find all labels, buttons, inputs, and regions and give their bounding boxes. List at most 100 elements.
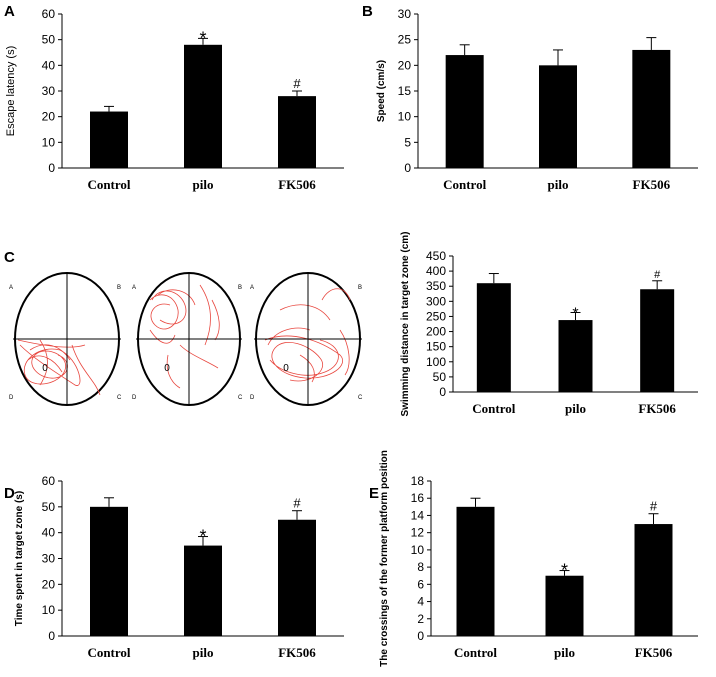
y-tick-label: 30	[42, 552, 56, 566]
quadrant-label-c: C	[238, 395, 243, 401]
y-tick-label: 10	[42, 135, 56, 149]
quadrant-label-a: A	[250, 285, 254, 291]
chart-speed: 0 5 10 15 20 25 30 Control pilo FK506 Speed (cm/s)	[376, 7, 698, 192]
category-label: FK506	[278, 645, 316, 660]
bar-pilo	[545, 575, 584, 636]
panel-letter-e: E	[369, 485, 379, 502]
quadrant-label-c: C	[358, 395, 363, 401]
bar-pilo	[558, 320, 593, 392]
chart-escape-latency: 0 10 20 30 40 50 60 Control * pilo # FK506 Escape la…	[5, 7, 344, 192]
y-tick-label: 12	[411, 526, 425, 540]
y-tick-label: 6	[417, 577, 424, 591]
y-tick-label: 0	[48, 629, 55, 643]
bar-control	[90, 506, 128, 636]
y-tick-label: 400	[426, 264, 446, 278]
bar-fk506	[634, 524, 673, 636]
significance-star: *	[199, 28, 206, 48]
category-label: Control	[87, 645, 130, 660]
y-tick-label: 0	[417, 629, 424, 643]
bar-control	[90, 111, 128, 168]
former-platform-marker: 0	[164, 363, 170, 374]
bar-pilo	[184, 545, 222, 636]
category-label: FK506	[633, 177, 671, 192]
y-tick-label: 0	[439, 385, 446, 399]
y-tick-label: 50	[433, 370, 447, 384]
chart-platform-crossings: 0 2 4 6 8 10 12 14 16 18 Control * pilo # FK506 The cro…	[379, 450, 698, 667]
bar-pilo	[184, 44, 222, 168]
y-tick-label: 150	[426, 340, 446, 354]
category-label: FK506	[638, 401, 676, 416]
category-label: pilo	[193, 645, 214, 660]
y-tick-label: 50	[42, 33, 56, 47]
maze-3: A B C D 0	[250, 272, 363, 406]
y-tick-label: 20	[398, 58, 412, 72]
y-tick-label: 60	[42, 7, 56, 21]
water-maze-tracks: A B C D 0 A B C D 0 A B C D 0	[9, 272, 363, 406]
y-tick-label: 14	[411, 508, 425, 522]
quadrant-label-a: A	[132, 285, 136, 291]
category-label: pilo	[554, 645, 575, 660]
y-tick-label: 40	[42, 526, 56, 540]
y-tick-label: 4	[417, 595, 424, 609]
bar-fk506	[640, 289, 675, 392]
significance-hash: #	[293, 496, 301, 511]
y-tick-label: 20	[42, 577, 56, 591]
category-label: pilo	[565, 401, 586, 416]
category-label: FK506	[278, 177, 316, 192]
y-tick-label: 60	[42, 474, 56, 488]
category-label: Control	[443, 177, 486, 192]
bar-fk506	[632, 49, 671, 168]
y-tick-label: 5	[404, 135, 411, 149]
bar-control	[445, 55, 484, 168]
significance-hash: #	[650, 499, 658, 514]
category-label: pilo	[193, 177, 214, 192]
swim-path	[264, 288, 351, 383]
maze-2: A B C D 0	[132, 272, 243, 406]
y-axis-title: Time spent in target zone (s)	[14, 491, 25, 626]
panel-letter-b: B	[362, 3, 373, 20]
swim-path	[17, 339, 101, 396]
bar-control	[456, 506, 495, 636]
y-tick-label: 10	[42, 603, 56, 617]
significance-star: *	[561, 561, 568, 581]
y-tick-label: 15	[398, 84, 412, 98]
y-tick-label: 25	[398, 33, 412, 47]
y-tick-label: 16	[411, 491, 425, 505]
y-tick-label: 50	[42, 500, 56, 514]
y-tick-label: 300	[426, 294, 446, 308]
y-tick-label: 200	[426, 325, 446, 339]
quadrant-label-d: D	[9, 395, 14, 401]
panel-letter-c: C	[4, 249, 15, 266]
significance-star: *	[572, 306, 578, 323]
swim-path	[149, 284, 220, 389]
y-tick-label: 100	[426, 355, 446, 369]
quadrant-label-a: A	[9, 285, 13, 291]
quadrant-label-b: B	[238, 285, 242, 291]
y-tick-label: 8	[417, 560, 424, 574]
y-tick-label: 40	[42, 58, 56, 72]
panel-letter-d: D	[4, 485, 15, 502]
significance-hash: #	[654, 269, 661, 281]
y-axis-title: Speed (cm/s)	[376, 60, 387, 122]
y-tick-label: 30	[398, 7, 412, 21]
bar-control	[476, 283, 511, 392]
quadrant-label-d: D	[132, 395, 137, 401]
category-label: Control	[454, 645, 497, 660]
y-tick-label: 2	[417, 612, 424, 626]
category-label: FK506	[635, 645, 673, 660]
quadrant-label-c: C	[117, 395, 122, 401]
category-label: Control	[87, 177, 130, 192]
bar-fk506	[278, 96, 316, 168]
bar-pilo	[539, 65, 577, 168]
quadrant-label-b: B	[358, 285, 362, 291]
y-tick-label: 450	[426, 249, 446, 263]
quadrant-label-d: D	[250, 395, 255, 401]
y-tick-label: 20	[42, 110, 56, 124]
panel-letter-a: A	[4, 3, 15, 20]
y-tick-label: 30	[42, 84, 56, 98]
maze-1: A B C D 0	[9, 272, 122, 406]
y-axis-title: Swimming distance in target zone (cm)	[400, 231, 411, 416]
y-axis-title: Escape latency (s)	[5, 46, 17, 136]
